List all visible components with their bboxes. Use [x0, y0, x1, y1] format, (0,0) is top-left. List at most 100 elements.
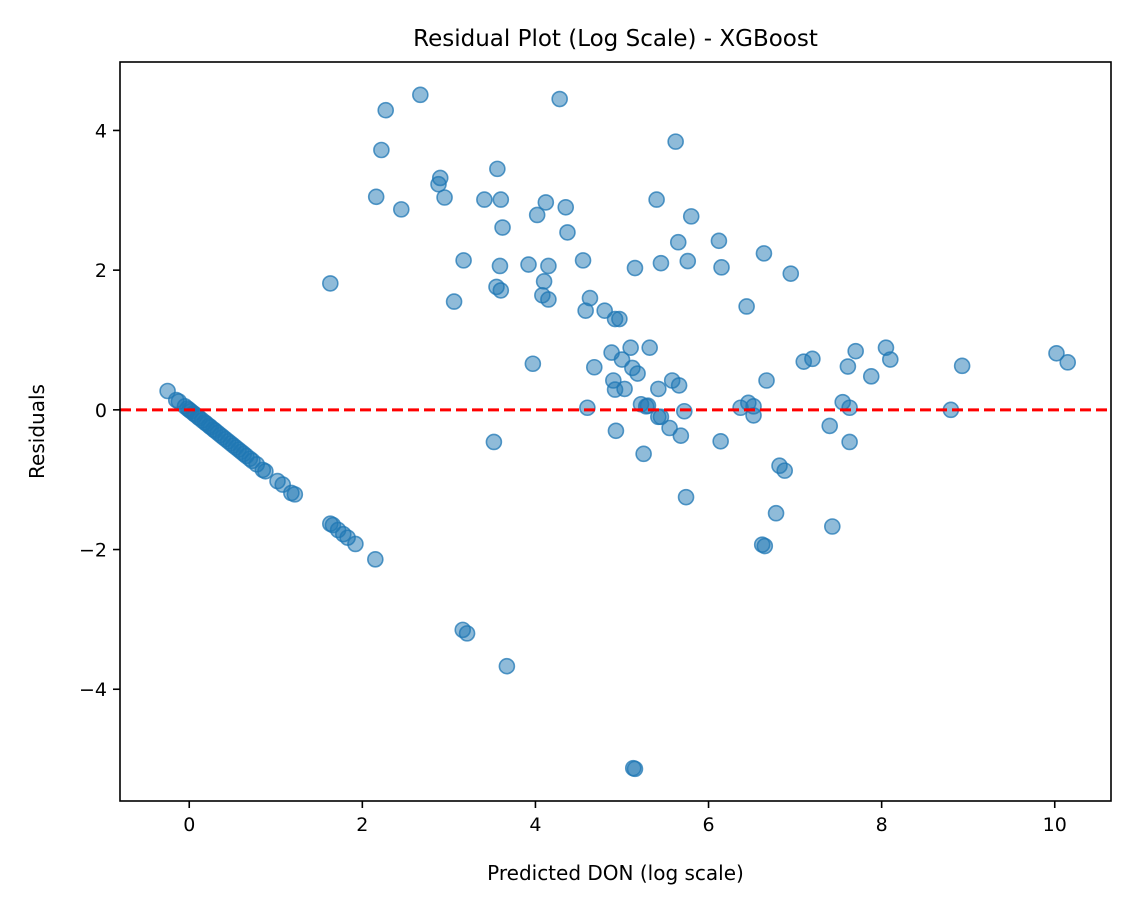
data-point: [367, 188, 385, 206]
data-point: [881, 351, 899, 368]
y-tick-label: −4: [79, 679, 107, 701]
data-point: [841, 433, 858, 451]
x-tick-label: 10: [1043, 814, 1067, 836]
data-point: [712, 432, 729, 450]
data-point: [559, 224, 576, 241]
data-point: [679, 252, 697, 270]
data-point: [392, 201, 410, 218]
data-point: [670, 377, 688, 394]
data-point: [436, 189, 453, 206]
data-point: [713, 259, 730, 276]
plot-frame: [119, 61, 1112, 802]
data-point: [616, 380, 633, 398]
data-point: [839, 358, 857, 375]
y-tick-label: 4: [95, 120, 107, 142]
data-point: [677, 488, 695, 506]
x-axis-label: Predicted DON (log scale): [487, 861, 744, 885]
y-tick-label: 2: [95, 260, 107, 282]
data-point: [661, 419, 678, 437]
data-point: [412, 86, 429, 104]
data-point: [953, 357, 971, 375]
data-point: [755, 245, 773, 262]
data-point: [540, 291, 557, 308]
data-point: [492, 282, 510, 299]
x-tick-label: 2: [356, 814, 368, 836]
data-point: [756, 537, 774, 555]
data-point: [574, 252, 592, 269]
data-point: [652, 254, 670, 272]
data-point: [528, 206, 546, 224]
data-point: [862, 368, 880, 385]
data-point: [650, 380, 667, 398]
data-point: [652, 408, 670, 426]
data-point: [821, 417, 839, 435]
data-point: [626, 259, 644, 277]
data-point: [524, 355, 542, 373]
data-point: [758, 372, 775, 389]
data-point: [455, 252, 472, 269]
data-point: [641, 339, 658, 356]
data-point: [491, 257, 509, 275]
data-point: [804, 350, 821, 368]
data-point: [492, 191, 510, 208]
data-point: [520, 256, 537, 273]
x-tick-label: 8: [876, 814, 888, 836]
data-point: [489, 160, 506, 178]
data-point: [710, 232, 728, 250]
data-point: [669, 233, 687, 251]
data-point: [557, 198, 575, 216]
data-point: [322, 275, 339, 292]
data-point: [367, 551, 384, 568]
data-point: [535, 273, 553, 290]
x-axis-ticks: 0 2 4 6 8 10: [183, 801, 1067, 836]
data-point: [485, 433, 503, 451]
x-tick-label: 0: [183, 814, 195, 836]
data-point: [626, 760, 644, 778]
data-point: [585, 358, 603, 376]
data-point: [782, 265, 800, 282]
points-layer: [159, 86, 1077, 778]
data-point: [431, 169, 449, 187]
data-point: [682, 208, 700, 225]
data-point: [611, 310, 628, 328]
y-axis-ticks: −4 −2 0 2 4: [79, 120, 120, 701]
data-point: [286, 486, 304, 503]
data-point: [767, 504, 785, 522]
data-point: [648, 191, 665, 208]
data-point: [667, 133, 684, 150]
data-point: [607, 422, 625, 440]
data-point: [551, 90, 568, 108]
data-point: [579, 399, 596, 417]
data-point: [635, 445, 652, 463]
chart-title: Residual Plot (Log Scale) - XGBoost: [413, 26, 818, 52]
data-point: [494, 219, 511, 236]
data-point: [1048, 344, 1065, 362]
data-point: [537, 194, 555, 211]
data-point: [672, 427, 690, 444]
data-point: [824, 518, 841, 535]
data-point: [1059, 354, 1077, 371]
data-point: [347, 535, 364, 553]
data-point: [257, 463, 274, 480]
data-point: [498, 657, 516, 675]
data-point: [629, 365, 646, 382]
data-point: [622, 339, 639, 356]
data-point: [847, 342, 864, 360]
data-point: [776, 462, 794, 479]
y-tick-label: −2: [79, 540, 107, 562]
y-tick-label: 0: [95, 400, 107, 422]
data-point: [540, 257, 557, 275]
data-point: [745, 407, 762, 424]
x-tick-label: 4: [529, 814, 541, 836]
data-point: [841, 399, 858, 417]
data-point: [476, 191, 493, 208]
x-tick-label: 6: [702, 814, 714, 836]
data-point: [738, 298, 755, 315]
data-point: [581, 289, 599, 307]
data-point: [377, 101, 395, 119]
data-point: [445, 293, 463, 310]
data-point: [458, 625, 476, 642]
y-axis-label: Residuals: [25, 384, 49, 479]
